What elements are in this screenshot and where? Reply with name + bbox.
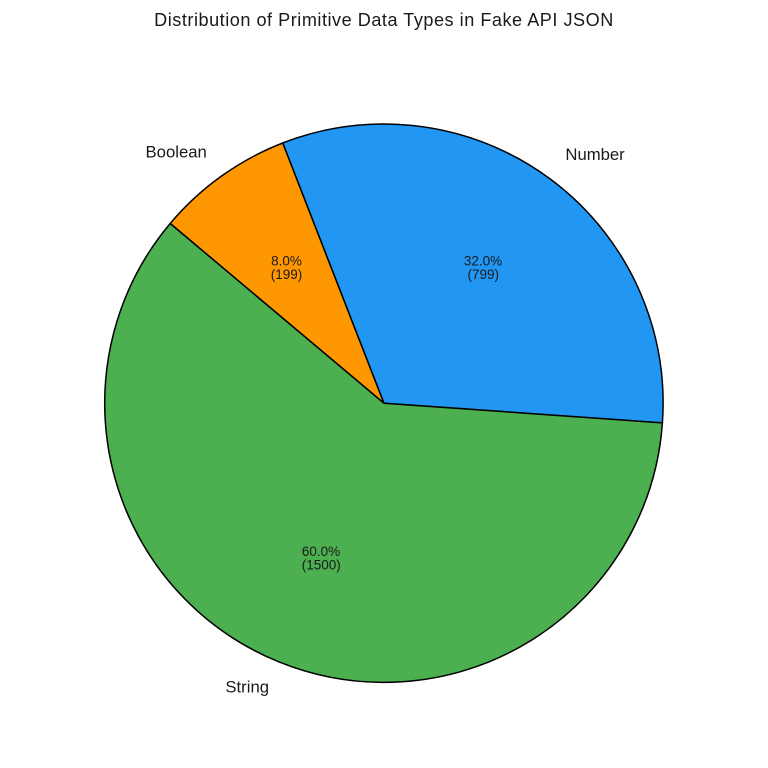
svg-text:60.0%: 60.0%	[302, 544, 340, 559]
svg-text:String: String	[225, 677, 269, 696]
svg-text:(199): (199)	[271, 267, 303, 282]
svg-text:8.0%: 8.0%	[271, 253, 302, 268]
svg-text:Boolean: Boolean	[146, 142, 207, 161]
svg-text:Number: Number	[565, 145, 625, 164]
svg-text:Distribution of Primitive Data: Distribution of Primitive Data Types in …	[154, 10, 614, 30]
svg-text:32.0%: 32.0%	[464, 253, 502, 268]
svg-text:(799): (799)	[468, 267, 500, 282]
svg-text:(1500): (1500)	[302, 558, 341, 573]
